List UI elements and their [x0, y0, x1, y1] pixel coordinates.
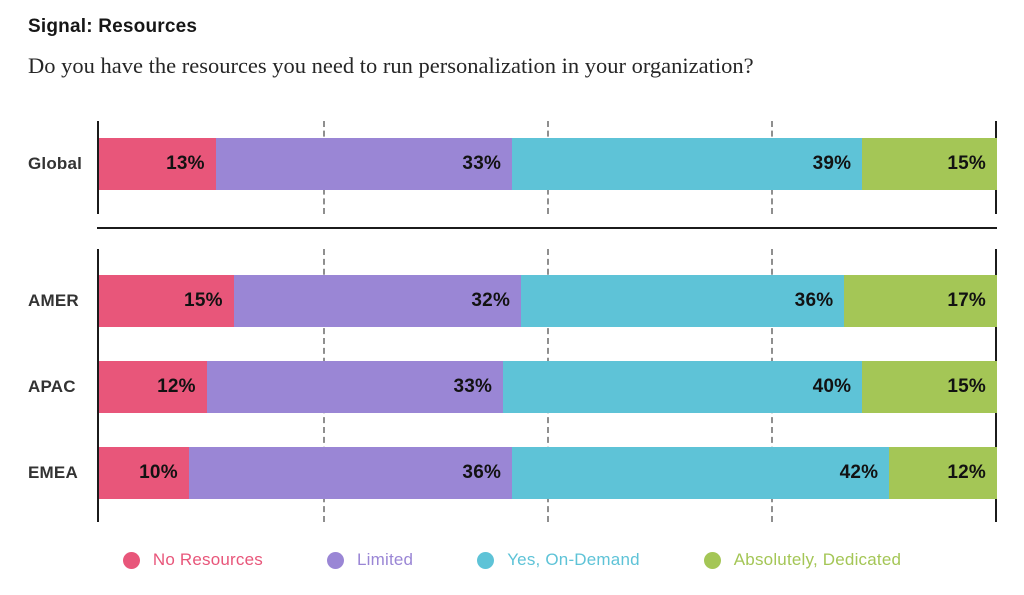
bar-row-amer: AMER 15% 32% 36% 17% — [0, 275, 1024, 327]
legend-dot-icon — [703, 551, 721, 569]
bar-segment-yes-on-demand: 39% — [512, 138, 863, 190]
bar-segment-limited: 33% — [206, 361, 504, 413]
bar-row-global: Global 13% 33% 39% 15% — [0, 138, 1024, 190]
bar-row-apac: APAC 12% 33% 40% 15% — [0, 361, 1024, 413]
bar-segment-yes-on-demand: 42% — [512, 447, 890, 499]
legend-dot-icon — [326, 551, 344, 569]
bar-segment-limited: 32% — [233, 275, 522, 327]
section-divider — [97, 227, 997, 229]
stacked-bar-chart: Global 13% 33% 39% 15% AMER 15% 32% 36% 17% APAC 1… — [0, 121, 1024, 522]
global-rows: Global 13% 33% 39% 15% — [0, 121, 1024, 214]
bar-track: 10% 36% 42% 12% — [99, 447, 997, 499]
category-label: AMER — [28, 291, 79, 310]
bar-segment-no-resources: 12% — [99, 361, 207, 413]
bar-segment-absolutely-dedicated: 12% — [889, 447, 997, 499]
legend-item-absolutely-dedicated: Absolutely, Dedicated — [703, 550, 902, 570]
bar-row-emea: EMEA 10% 36% 42% 12% — [0, 447, 1024, 499]
category-label: Global — [28, 154, 83, 173]
bar-segment-no-resources: 15% — [99, 275, 234, 327]
legend: No Resources Limited Yes, On-Demand Absolut… — [0, 550, 1024, 570]
category-label: EMEA — [28, 463, 78, 482]
regions-section: AMER 15% 32% 36% 17% APAC 12% 33% 40% 15% EMEA 10% 3… — [0, 249, 1024, 522]
bar-track: 12% 33% 40% 15% — [99, 361, 997, 413]
global-section: Global 13% 33% 39% 15% — [0, 121, 1024, 214]
legend-label: Yes, On-Demand — [507, 550, 640, 569]
legend-label: Limited — [356, 550, 414, 569]
chart-header: Signal: Resources Do you have the resour… — [0, 0, 1024, 79]
legend-dot-icon — [477, 551, 495, 569]
legend-item-yes-on-demand: Yes, On-Demand — [477, 550, 640, 570]
bar-segment-absolutely-dedicated: 17% — [844, 275, 997, 327]
legend-label: Absolutely, Dedicated — [733, 550, 902, 569]
legend-item-no-resources: No Resources — [122, 550, 263, 570]
bar-segment-limited: 33% — [215, 138, 513, 190]
bar-track: 13% 33% 39% 15% — [99, 138, 997, 190]
bar-segment-absolutely-dedicated: 15% — [862, 361, 997, 413]
bar-segment-limited: 36% — [188, 447, 513, 499]
bar-segment-yes-on-demand: 40% — [503, 361, 863, 413]
bar-segment-absolutely-dedicated: 15% — [862, 138, 997, 190]
page-subtitle: Do you have the resources you need to ru… — [28, 53, 754, 78]
bar-track: 15% 32% 36% 17% — [99, 275, 997, 327]
region-rows: AMER 15% 32% 36% 17% APAC 12% 33% 40% 15% EMEA 10% 3… — [0, 249, 1024, 522]
legend-dot-icon — [122, 551, 140, 569]
category-label: APAC — [28, 377, 76, 396]
bar-segment-no-resources: 13% — [99, 138, 216, 190]
legend-item-limited: Limited — [326, 550, 414, 570]
bar-segment-yes-on-demand: 36% — [521, 275, 845, 327]
legend-label: No Resources — [152, 550, 263, 569]
bar-segment-no-resources: 10% — [99, 447, 189, 499]
page-title: Signal: Resources — [28, 16, 198, 37]
